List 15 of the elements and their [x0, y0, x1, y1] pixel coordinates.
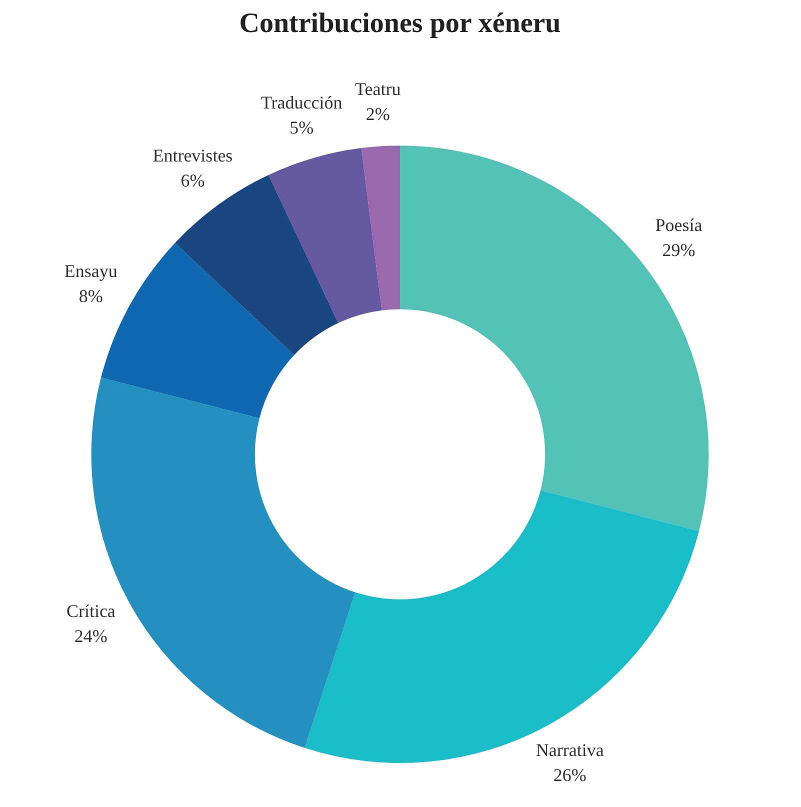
data-label: 8% — [78, 286, 103, 306]
data-label: 6% — [180, 170, 205, 191]
chart-title: Contribuciones por xéneru — [239, 8, 561, 40]
slice-label: Crítica — [66, 600, 116, 621]
data-label: 29% — [662, 240, 696, 260]
data-label: 5% — [290, 117, 314, 138]
slice-label: Narrativa — [536, 740, 604, 760]
slice-label: Ensayu — [64, 261, 118, 282]
slice-label: Teatru — [354, 79, 401, 100]
slice-label: Entrevistes — [152, 146, 233, 166]
data-label: 2% — [366, 104, 390, 124]
slice-label: Traducción — [260, 92, 342, 112]
slice-label: Poesía — [655, 214, 702, 235]
data-label: 26% — [553, 765, 586, 786]
data-label: 24% — [74, 626, 108, 646]
